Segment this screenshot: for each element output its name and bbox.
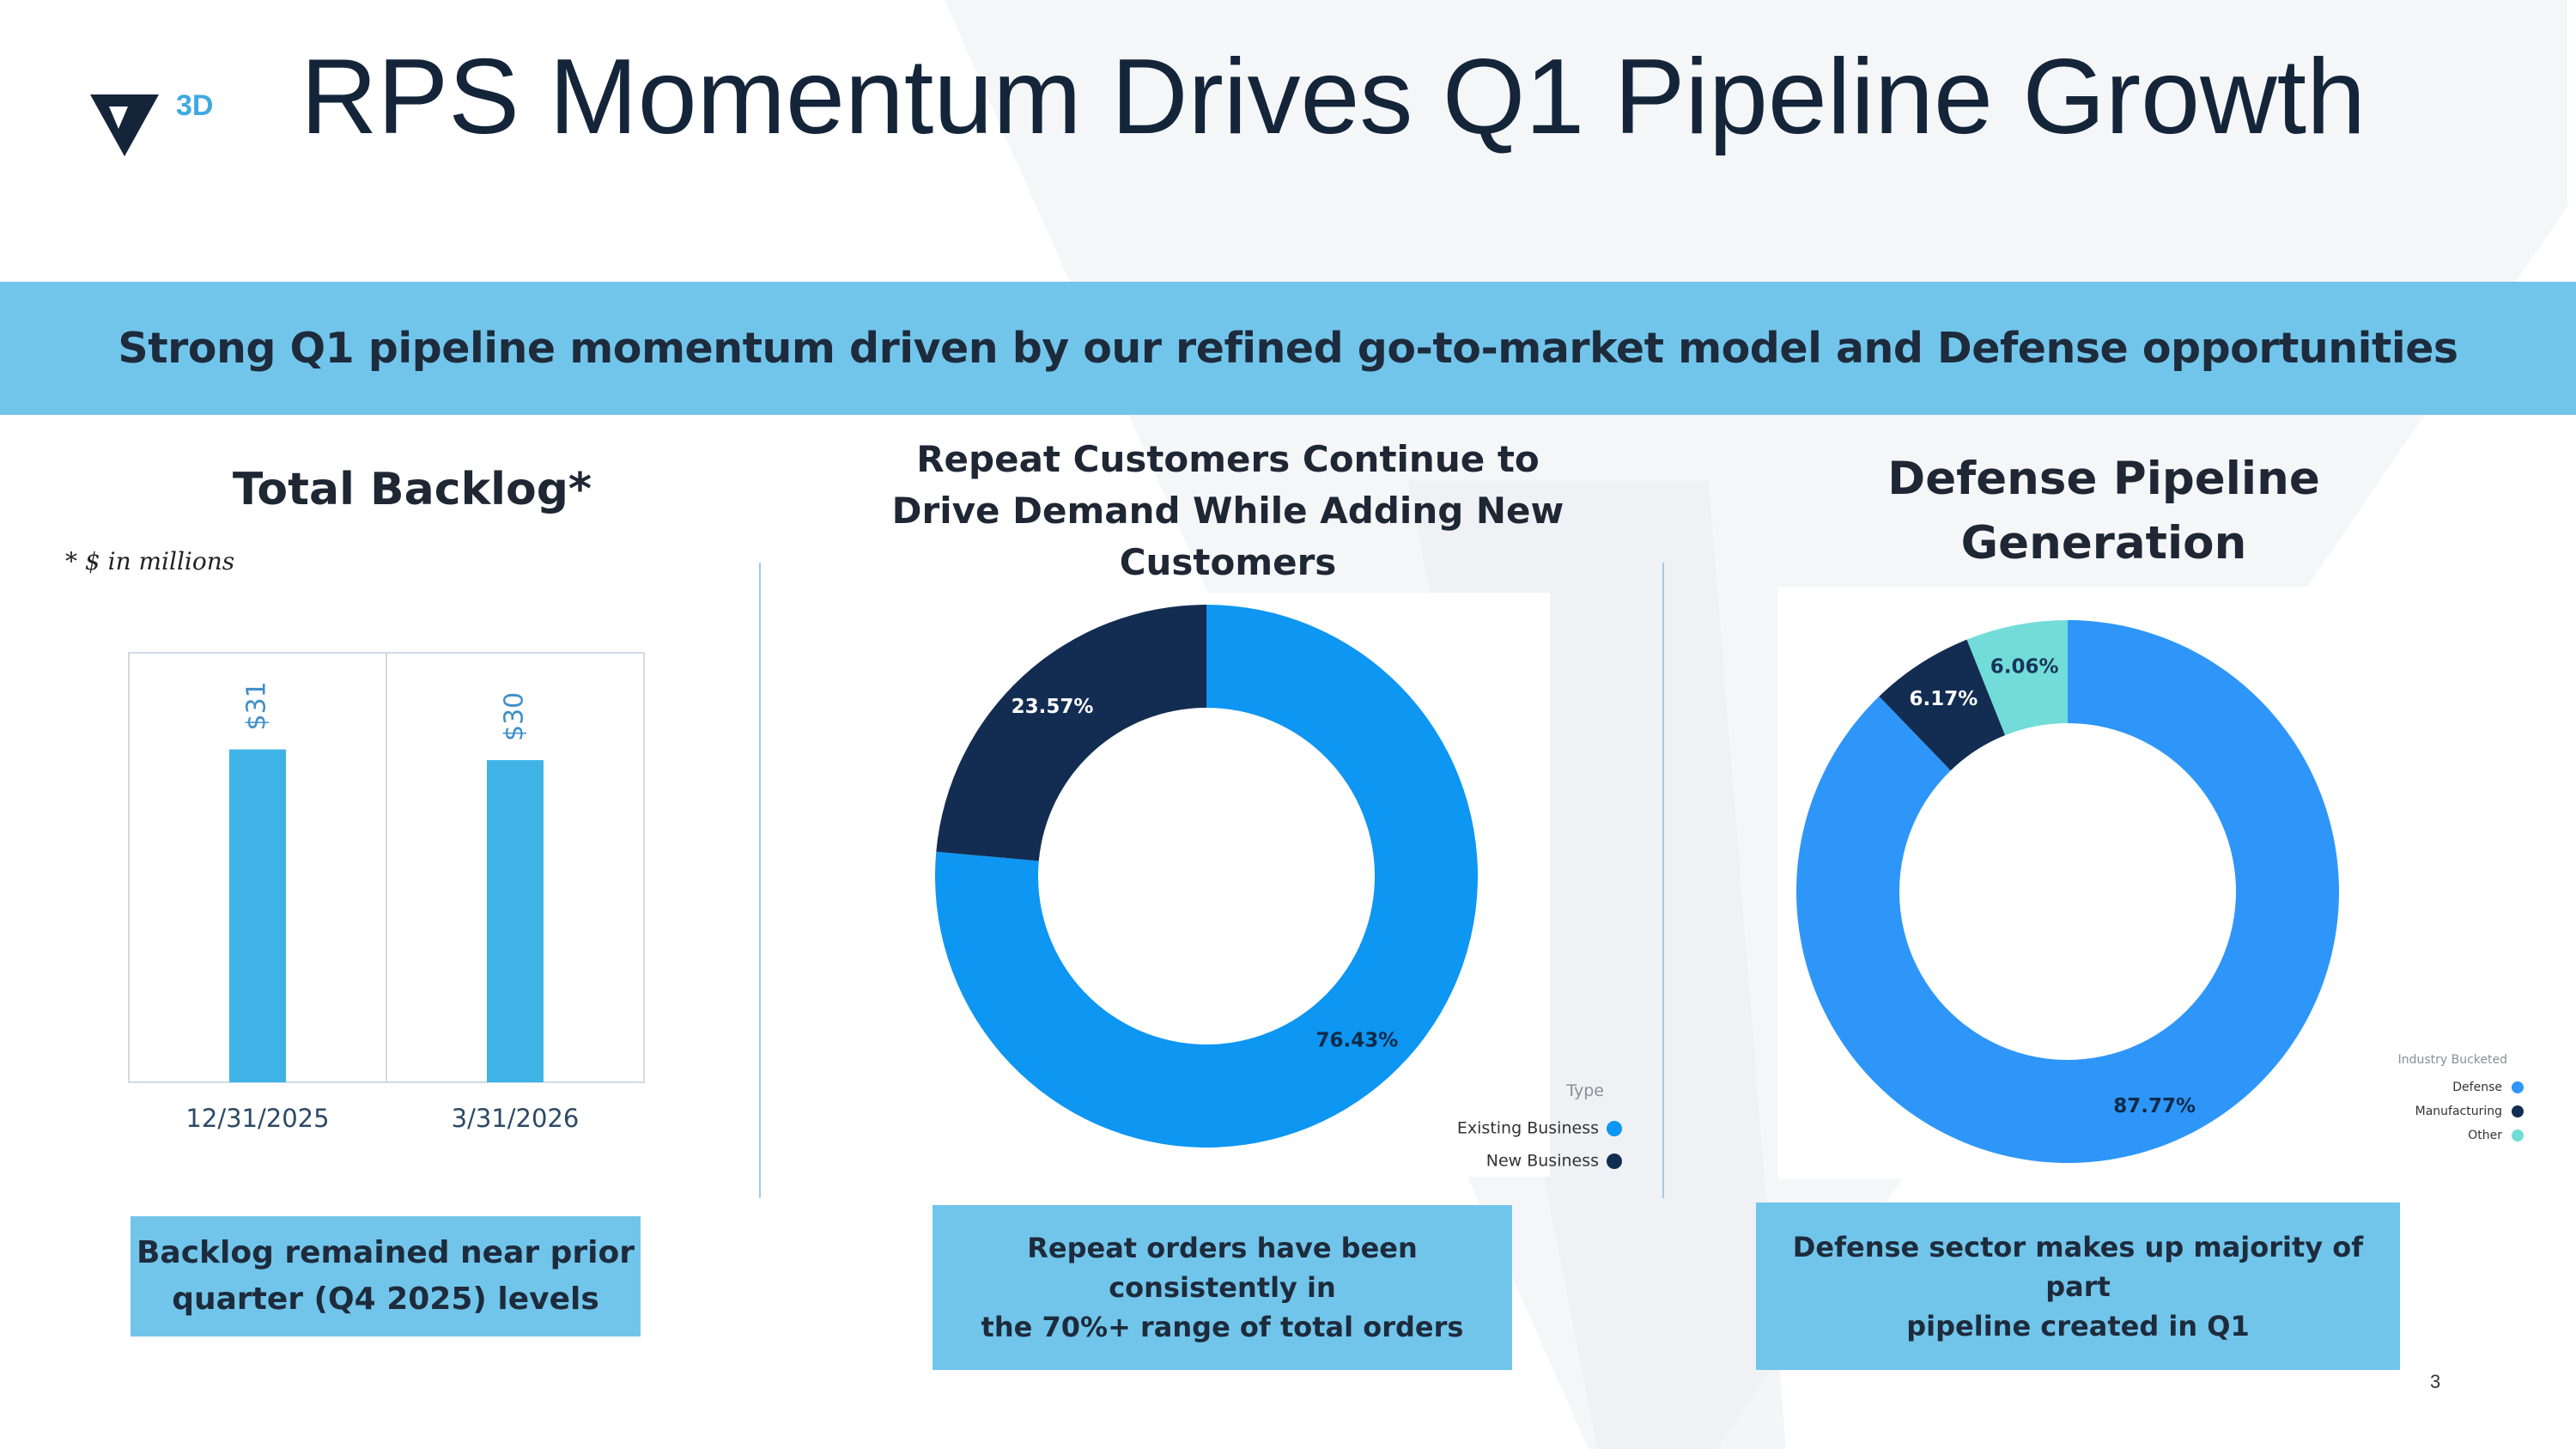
slice-value-label: 6.06% bbox=[1990, 655, 2059, 678]
legend-title: Type bbox=[1565, 1081, 1604, 1100]
repeat-callout-line-2: the 70%+ range of total orders bbox=[981, 1311, 1464, 1343]
defense-title-line-2: Generation bbox=[1960, 517, 2247, 569]
page-number: 3 bbox=[2430, 1371, 2441, 1392]
banner-text: Strong Q1 pipeline momentum driven by ou… bbox=[118, 324, 2458, 373]
donut-slice bbox=[1796, 620, 2339, 1163]
logo-text: 3D bbox=[176, 89, 214, 122]
legend-item-label: Other bbox=[2468, 1129, 2502, 1142]
company-logo: 3D bbox=[90, 86, 219, 163]
repeat-title-line-3: Customers bbox=[1119, 541, 1337, 583]
legend-swatch bbox=[1607, 1154, 1622, 1169]
slice-value-label: 76.43% bbox=[1316, 1029, 1399, 1051]
legend-swatch bbox=[1607, 1121, 1622, 1136]
legend-item-label: Defense bbox=[2452, 1081, 2502, 1094]
donut-slice bbox=[1966, 620, 2068, 736]
defense-title: Defense Pipeline Generation bbox=[1803, 447, 2404, 575]
donut-slice bbox=[935, 605, 1478, 1148]
repeat-donut-chart: 76.43% 23.57% Type Existing Business New Bus… bbox=[927, 593, 1622, 1177]
legend-title: Industry Bucketed bbox=[2398, 1053, 2507, 1067]
backlog-note: * $ in millions bbox=[65, 547, 235, 575]
repeat-callout-line-1: Repeat orders have been consistently in bbox=[1027, 1232, 1418, 1304]
backlog-bar-chart: $31 12/31/2025 $30 3/31/2026 bbox=[128, 652, 645, 1133]
repeat-title-line-1: Repeat Customers Continue to bbox=[916, 438, 1540, 480]
divider-left bbox=[759, 563, 761, 1198]
slice-value-label: 87.77% bbox=[2113, 1095, 2196, 1117]
bar-value-label: $31 bbox=[242, 681, 272, 730]
bar bbox=[487, 760, 544, 1082]
legend-swatch bbox=[2512, 1105, 2524, 1117]
backlog-callout: Backlog remained near prior quarter (Q4 … bbox=[131, 1216, 641, 1336]
defense-callout: Defense sector makes up majority of part… bbox=[1756, 1202, 2400, 1370]
bar-value-label: $30 bbox=[500, 692, 530, 741]
bar bbox=[229, 749, 286, 1082]
divider-right bbox=[1662, 563, 1664, 1198]
repeat-callout: Repeat orders have been consistently in … bbox=[933, 1205, 1512, 1370]
defense-callout-line-2: pipeline created in Q1 bbox=[1906, 1309, 2250, 1342]
summary-banner: Strong Q1 pipeline momentum driven by ou… bbox=[0, 282, 2576, 415]
page-title: RPS Momentum Drives Q1 Pipeline Growth bbox=[301, 38, 2366, 156]
backlog-title-text: Total Backlog* bbox=[232, 464, 592, 515]
backlog-callout-line-2: quarter (Q4 2025) levels bbox=[172, 1282, 599, 1317]
backlog-callout-line-1: Backlog remained near prior bbox=[136, 1235, 635, 1270]
repeat-title: Repeat Customers Continue to Drive Deman… bbox=[876, 434, 1580, 588]
x-tick-label: 3/31/2026 bbox=[452, 1104, 580, 1133]
legend-item-label: New Business bbox=[1486, 1152, 1599, 1171]
repeat-title-line-2: Drive Demand While Adding New bbox=[891, 490, 1564, 532]
backlog-title: Total Backlog* bbox=[137, 464, 687, 515]
legend-item-label: Existing Business bbox=[1457, 1119, 1599, 1138]
donut-slice bbox=[936, 605, 1206, 861]
donut-slice bbox=[1879, 639, 2006, 771]
x-tick-label: 12/31/2025 bbox=[185, 1104, 329, 1133]
legend-swatch bbox=[2512, 1129, 2524, 1142]
legend-swatch bbox=[2512, 1081, 2524, 1093]
defense-donut-chart: 87.77% 6.17% 6.06% Industry Bucketed Defense… bbox=[1777, 587, 2524, 1179]
defense-callout-line-1: Defense sector makes up majority of part bbox=[1792, 1230, 2364, 1303]
logo-mark-icon bbox=[90, 94, 159, 156]
defense-title-line-1: Defense Pipeline bbox=[1887, 453, 2320, 505]
slice-value-label: 23.57% bbox=[1012, 696, 1094, 718]
slice-value-label: 6.17% bbox=[1910, 688, 1978, 710]
legend-item-label: Manufacturing bbox=[2415, 1105, 2502, 1118]
